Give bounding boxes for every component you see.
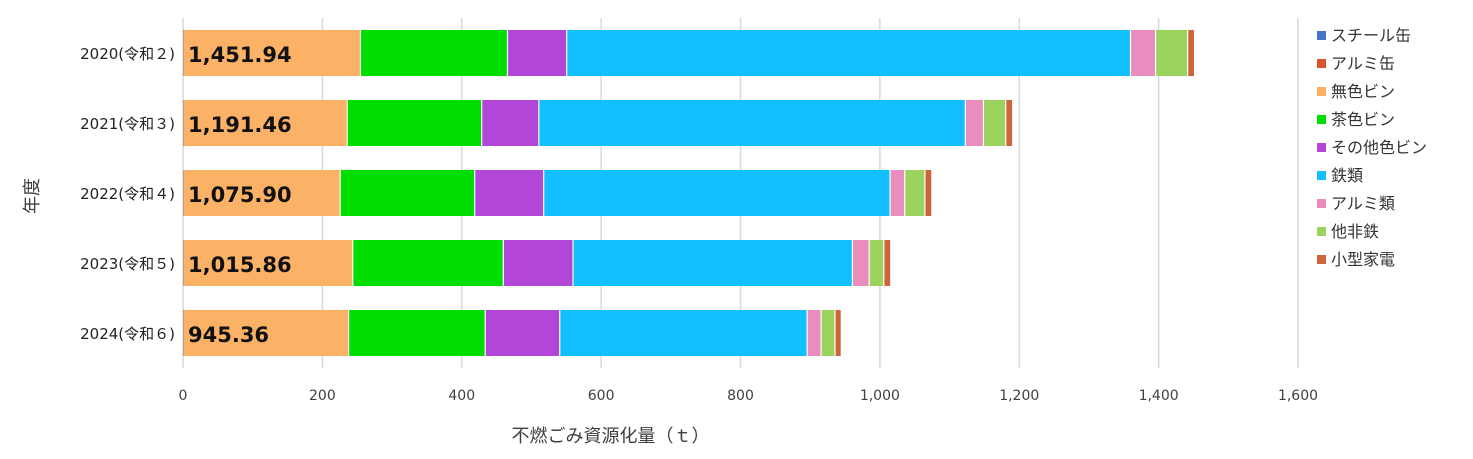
data-label: 1,015.86 (188, 253, 292, 277)
y-tick-label: 2023(令和５) (80, 255, 175, 273)
bar-segment (482, 100, 539, 146)
x-axis-title: 不燃ごみ資源化量（ｔ） (512, 426, 710, 447)
y-axis-title: 年度 (22, 178, 43, 214)
legend-label: 無色ビン (1331, 82, 1395, 101)
legend-label: 他非鉄 (1331, 222, 1379, 241)
legend-label: 鉄類 (1331, 166, 1363, 185)
bar-segment (567, 30, 1130, 76)
x-tick-label: 1,400 (1139, 388, 1179, 404)
data-label: 1,075.90 (188, 183, 292, 207)
bar-segment (821, 310, 835, 356)
legend-label: アルミ類 (1331, 194, 1395, 213)
bar-segment (183, 30, 360, 76)
bar-segment (573, 240, 852, 286)
data-label: 1,451.94 (188, 43, 292, 67)
bar-segment (183, 170, 340, 216)
legend-swatch (1317, 59, 1326, 68)
y-tick-label: 2022(令和４) (80, 185, 175, 203)
bar-segment (869, 240, 884, 286)
x-tick-label: 200 (309, 388, 336, 404)
legend-label: 小型家電 (1331, 250, 1395, 269)
bar-segment (1156, 30, 1188, 76)
legend-swatch (1317, 199, 1326, 208)
bar-segment (853, 240, 869, 286)
bar-segment (347, 100, 482, 146)
bar-segment (1131, 30, 1155, 76)
bar-segment (925, 170, 932, 216)
y-tick-label: 2020(令和２) (80, 45, 175, 63)
bar-segment (905, 170, 925, 216)
data-label: 1,191.46 (188, 113, 292, 137)
legend-swatch (1317, 143, 1326, 152)
bar-segment (349, 310, 485, 356)
data-label: 945.36 (188, 323, 269, 347)
legend-swatch (1317, 227, 1326, 236)
legend-swatch (1317, 87, 1326, 96)
x-tick-label: 1,600 (1278, 388, 1318, 404)
legend-label: スチール缶 (1331, 26, 1411, 45)
legend-swatch (1317, 171, 1326, 180)
bar-segment (544, 170, 890, 216)
bar-segment (890, 170, 905, 216)
legend-label: 茶色ビン (1331, 110, 1395, 129)
bar-segment (508, 30, 567, 76)
x-tick-label: 0 (179, 388, 188, 404)
legend-label: その他色ビン (1331, 138, 1427, 157)
bar-segment (485, 310, 560, 356)
bar-segment (503, 240, 573, 286)
legend-label: アルミ缶 (1331, 54, 1395, 73)
bar-segment (560, 310, 807, 356)
bar-segment (984, 100, 1006, 146)
bar-segment (183, 310, 349, 356)
legend-swatch (1317, 255, 1326, 264)
y-tick-label: 2024(令和６) (80, 325, 175, 343)
bar-segment (361, 30, 507, 76)
y-tick-label: 2021(令和３) (80, 115, 175, 133)
bar-segment (183, 240, 353, 286)
bar-segment (1006, 100, 1013, 146)
x-tick-label: 1,000 (860, 388, 900, 404)
bar-segment (965, 100, 983, 146)
legend-swatch (1317, 115, 1326, 124)
bar-segment (340, 170, 475, 216)
x-tick-label: 800 (727, 388, 754, 404)
legend-swatch (1317, 31, 1326, 40)
bar-segment (1188, 30, 1195, 76)
bar-segment (183, 100, 347, 146)
bar-segment (475, 170, 544, 216)
x-tick-label: 1,200 (999, 388, 1039, 404)
bar-segment (835, 310, 841, 356)
x-tick-label: 600 (588, 388, 615, 404)
bar-segment (884, 240, 891, 286)
bar-segment (807, 310, 821, 356)
x-tick-label: 400 (448, 388, 475, 404)
bar-segment (353, 240, 503, 286)
bar-segment (539, 100, 965, 146)
